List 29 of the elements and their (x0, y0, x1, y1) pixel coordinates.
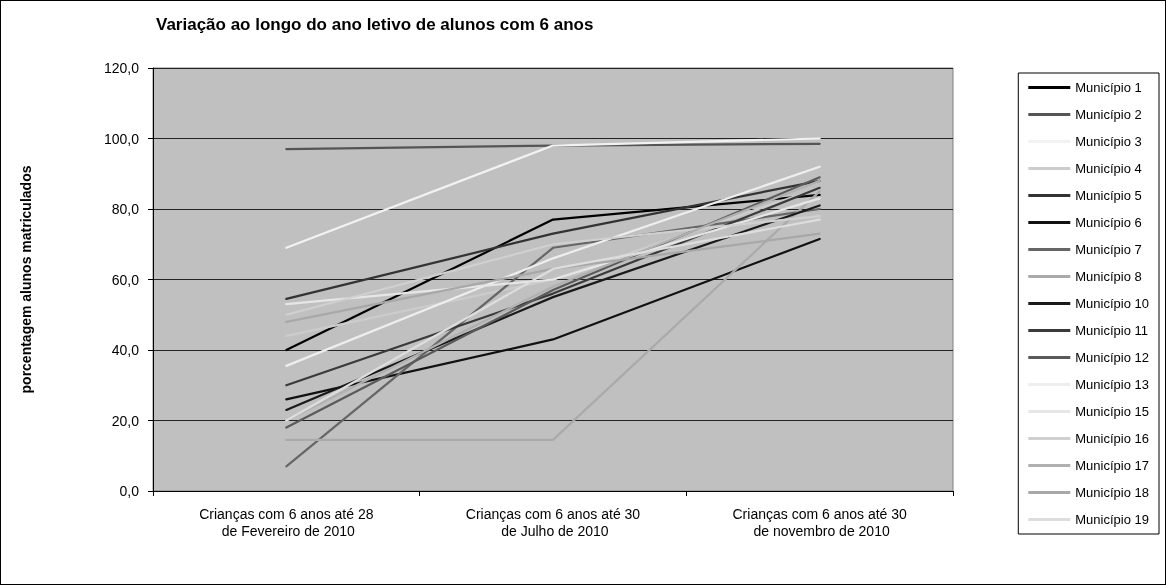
legend-label: Município 7 (1075, 242, 1142, 257)
legend-label: Município 13 (1075, 377, 1150, 392)
y-tick-label: 60,0 (111, 271, 140, 288)
legend-label: Município 11 (1075, 323, 1149, 338)
legend-label: Município 2 (1075, 107, 1142, 122)
y-tick-label: 40,0 (111, 342, 140, 358)
y-tick-label: 80,0 (111, 201, 140, 217)
legend-label: Município 17 (1075, 458, 1150, 473)
legend-label: Município 10 (1075, 296, 1150, 311)
legend-label: Município 5 (1075, 188, 1142, 203)
legend-label: Município 12 (1075, 350, 1150, 365)
legend-label: Município 3 (1075, 134, 1142, 149)
legend-label: Município 18 (1075, 485, 1150, 500)
legend-label: Município 4 (1075, 161, 1142, 176)
x-tick-label: Crianças com 6 anos até 30 de novembro de 2010 (732, 505, 908, 539)
legend-label: Município 16 (1075, 431, 1150, 446)
y-tick-label: 0,0 (119, 483, 140, 499)
y-tick-label: 100,0 (103, 130, 140, 147)
legend-label: Município 1 (1075, 80, 1142, 95)
legend-label: Município 19 (1075, 512, 1150, 527)
y-tick-label: 20,0 (111, 412, 140, 429)
x-tick-label: Crianças com 6 anos até 30 de Julho de 2010 (465, 505, 641, 539)
y-tick-label: 120,0 (103, 60, 140, 76)
y-axis-title: porcentagem alunos matriculados (18, 165, 34, 394)
legend-label: Município 6 (1075, 215, 1142, 230)
legend-label: Município 8 (1075, 269, 1142, 284)
x-tick-label: Crianças com 6 anos até 28 de Fevereiro de 2010 (199, 505, 374, 539)
legend-label: Município 15 (1075, 404, 1150, 419)
chart-title: Variação ao longo do ano letivo de alunos com 6 anos (156, 15, 594, 34)
